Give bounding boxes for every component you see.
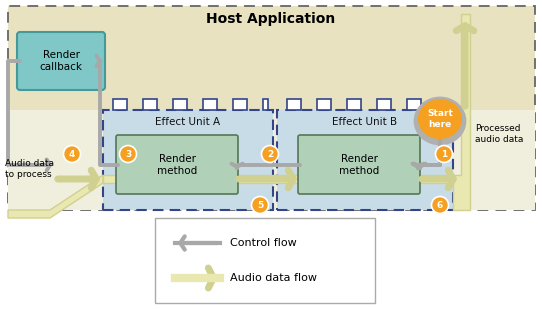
Bar [8,6,535,210]
Ellipse shape [418,99,462,139]
Bar [317,99,331,110]
Bar [437,99,448,110]
Bar [155,218,375,303]
Text: Start
here: Start here [427,109,453,129]
Polygon shape [8,175,103,218]
FancyBboxPatch shape [298,135,420,194]
Circle shape [436,146,453,163]
Text: Audio data flow: Audio data flow [230,273,317,283]
Bar [236,175,300,183]
Text: 2: 2 [267,150,273,159]
Text: Processed
audio data: Processed audio data [475,124,524,144]
Bar [8,110,535,210]
Text: 3: 3 [125,150,131,159]
Circle shape [119,146,137,163]
FancyBboxPatch shape [17,32,105,90]
Bar [233,99,247,110]
Bar [277,110,453,210]
Text: Audio data
to process: Audio data to process [5,159,54,180]
Text: Control flow: Control flow [230,238,297,248]
Circle shape [251,197,268,214]
Bar [103,175,222,183]
FancyBboxPatch shape [116,135,238,194]
Bar [263,99,268,110]
Bar [377,99,391,110]
Text: Effect Unit B: Effect Unit B [332,117,398,127]
Text: 4: 4 [69,150,75,159]
Polygon shape [419,14,470,210]
Bar [407,99,421,110]
Bar [203,99,217,110]
Circle shape [63,146,81,163]
Ellipse shape [415,98,465,144]
Bar [103,110,273,210]
Bar [173,99,187,110]
Bar [143,99,157,110]
Text: Render
method: Render method [339,154,379,176]
Bar [300,175,419,183]
Text: 6: 6 [437,201,443,210]
Text: Effect Unit A: Effect Unit A [156,117,221,127]
Bar [287,99,301,110]
Text: 5: 5 [257,201,263,210]
Text: Render
callback: Render callback [40,50,82,72]
Text: Render
method: Render method [157,154,197,176]
Text: 1: 1 [441,150,447,159]
Bar [113,99,127,110]
Circle shape [261,146,279,163]
Text: Host Application: Host Application [207,12,335,26]
Bar [347,99,361,110]
Circle shape [431,197,448,214]
